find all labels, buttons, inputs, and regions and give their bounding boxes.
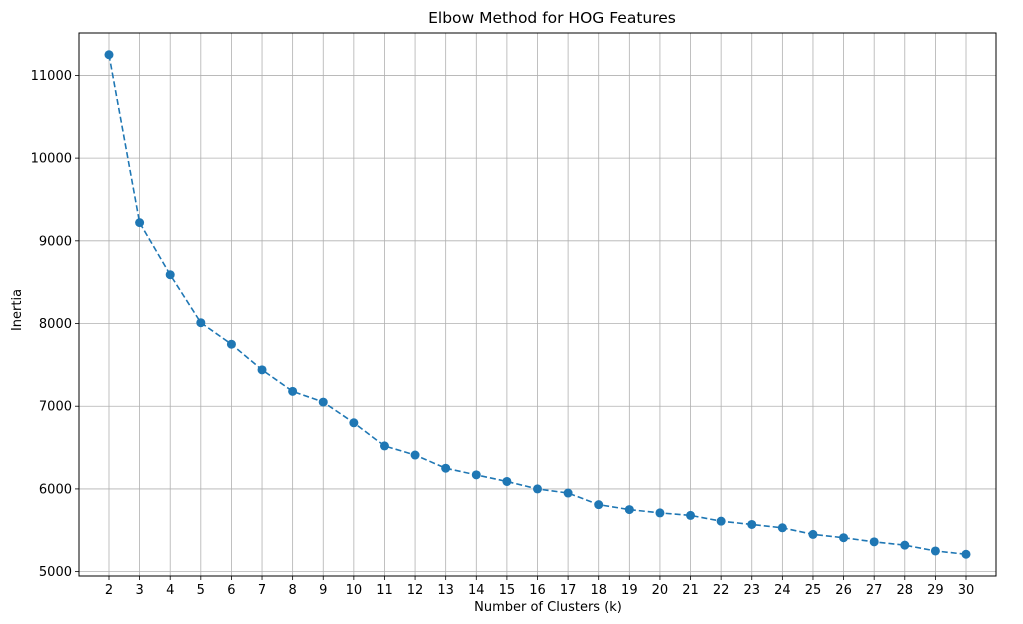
axis-ticks: 2 3 4 5 6 7 8 9 10 11 12 13 14 15 16 17 18 19 20 21 22 23 24 25… bbox=[31, 69, 975, 598]
x-tick-label: 27 bbox=[866, 583, 883, 598]
x-tick-label: 22 bbox=[713, 583, 730, 598]
data-point bbox=[349, 418, 359, 428]
x-tick-label: 8 bbox=[288, 583, 296, 598]
y-tick-label: 6000 bbox=[39, 482, 72, 497]
data-point bbox=[533, 484, 542, 494]
data-point bbox=[900, 540, 910, 550]
x-tick-label: 5 bbox=[197, 583, 205, 598]
data-point bbox=[716, 516, 726, 526]
data-point bbox=[379, 441, 389, 451]
x-tick-label: 21 bbox=[682, 583, 699, 598]
x-tick-label: 4 bbox=[166, 583, 174, 598]
data-point bbox=[410, 450, 420, 460]
data-point bbox=[808, 529, 818, 539]
x-tick-label: 6 bbox=[227, 583, 235, 598]
y-tick-label: 8000 bbox=[39, 317, 72, 332]
data-point bbox=[196, 318, 206, 328]
plot-frame bbox=[78, 32, 997, 577]
data-point bbox=[655, 508, 665, 518]
chart-title: Elbow Method for HOG Features bbox=[428, 9, 676, 27]
x-axis-title: Number of Clusters (k) bbox=[474, 600, 622, 615]
data-point bbox=[257, 365, 267, 375]
data-point bbox=[165, 270, 175, 280]
x-tick-label: 25 bbox=[805, 583, 822, 598]
x-tick-label: 14 bbox=[468, 583, 485, 598]
x-tick-label: 12 bbox=[407, 583, 424, 598]
x-tick-label: 10 bbox=[346, 583, 363, 598]
data-point bbox=[961, 549, 971, 559]
y-tick-label: 11000 bbox=[31, 69, 72, 84]
data-point bbox=[135, 218, 145, 228]
x-tick-label: 11 bbox=[376, 583, 393, 598]
data-point bbox=[624, 505, 634, 515]
data-point bbox=[839, 533, 849, 543]
x-tick-label: 15 bbox=[499, 583, 516, 598]
data-point bbox=[226, 339, 236, 349]
data-point bbox=[288, 386, 298, 396]
data-point bbox=[104, 50, 114, 60]
x-tick-label: 29 bbox=[927, 583, 944, 598]
x-tick-label: 28 bbox=[897, 583, 914, 598]
data-series bbox=[104, 50, 971, 559]
y-tick-label: 9000 bbox=[39, 234, 72, 249]
x-tick-label: 13 bbox=[437, 583, 454, 598]
y-tick-label: 7000 bbox=[39, 400, 72, 415]
x-tick-label: 30 bbox=[958, 583, 975, 598]
data-point bbox=[777, 523, 787, 533]
x-tick-label: 19 bbox=[621, 583, 638, 598]
x-tick-label: 16 bbox=[529, 583, 546, 598]
x-tick-label: 26 bbox=[835, 583, 852, 598]
x-tick-label: 20 bbox=[652, 583, 669, 598]
y-tick-label: 5000 bbox=[39, 565, 72, 580]
data-point bbox=[930, 546, 940, 556]
data-point bbox=[502, 476, 512, 486]
data-point bbox=[441, 463, 451, 473]
x-tick-label: 17 bbox=[560, 583, 577, 598]
y-tick-label: 10000 bbox=[31, 152, 72, 167]
x-tick-label: 2 bbox=[105, 583, 113, 598]
data-point bbox=[563, 488, 573, 498]
data-point bbox=[686, 510, 696, 520]
data-point bbox=[747, 519, 757, 529]
x-tick-label: 18 bbox=[590, 583, 607, 598]
x-tick-label: 3 bbox=[135, 583, 143, 598]
x-tick-label: 9 bbox=[319, 583, 327, 598]
data-point bbox=[594, 500, 604, 510]
data-point bbox=[471, 470, 481, 480]
x-tick-label: 7 bbox=[258, 583, 266, 598]
data-point bbox=[318, 397, 328, 407]
y-axis-title: Inertia bbox=[10, 289, 25, 331]
x-tick-label: 23 bbox=[743, 583, 760, 598]
data-point bbox=[869, 537, 879, 547]
x-tick-label: 24 bbox=[774, 583, 791, 598]
